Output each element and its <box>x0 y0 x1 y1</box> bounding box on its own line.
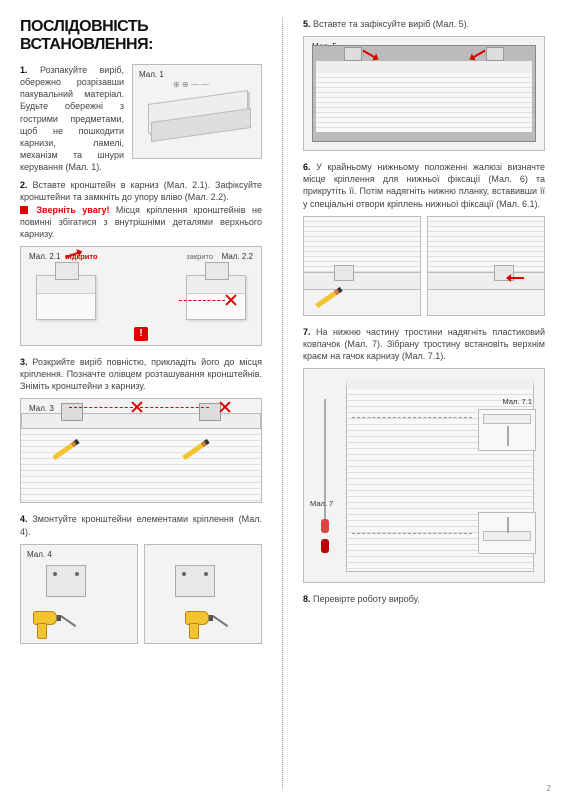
warning-icon <box>20 206 28 214</box>
blinds-illustration <box>316 61 532 132</box>
step-4-text: 4. Змонтуйте кронштейни елементами кріпл… <box>20 513 262 537</box>
figure-4-right <box>144 544 262 644</box>
step-4-num: 4. <box>20 514 28 524</box>
figure-6: Мал. 6 Мал. 6.1 <box>303 216 545 316</box>
figure-3: Мал. 3 <box>20 398 262 503</box>
figure-5: Мал. 5 <box>303 36 545 151</box>
step-1-num: 1. <box>20 65 28 75</box>
step-4-body: Змонтуйте кронштейни елементами кріпленн… <box>20 514 262 536</box>
x-mark-icon <box>219 401 231 413</box>
step-6-body: У крайньому нижньому положенні жалюзі ви… <box>303 162 545 208</box>
step-3-num: 3. <box>20 357 28 367</box>
left-column: ПОСЛІДОВНІСТЬ ВСТАНОВЛЕННЯ: 1. Розпакуйт… <box>20 18 262 789</box>
drill-icon <box>33 611 67 641</box>
screws-icon: ⊕ ⊕ — — <box>173 80 209 89</box>
figure-4-label: Мал. 4 <box>25 549 54 560</box>
figure-1: Мал. 1 ⊕ ⊕ — — <box>132 64 262 159</box>
step-8-body: Перевірте роботу виробу. <box>313 594 420 604</box>
step-7-num: 7. <box>303 327 311 337</box>
figure-1-label: Мал. 1 <box>137 69 166 80</box>
wand-cap-icon <box>321 519 329 533</box>
bracket-illustration <box>46 565 86 597</box>
step-6-num: 6. <box>303 162 311 172</box>
step-5-num: 5. <box>303 19 311 29</box>
pencil-icon <box>315 287 342 308</box>
bracket-left <box>61 403 83 421</box>
step-3-text: 3. Розкрийте виріб повністю, прикладіть … <box>20 356 262 392</box>
page-number: 2 <box>547 784 551 793</box>
bracket-icon <box>344 47 362 61</box>
step-1: 1. Розпакуйте виріб, обережно розрізавши… <box>20 64 262 179</box>
step-5-body: Вставте та зафіксуйте виріб (Мал. 5). <box>313 19 469 29</box>
step-3-body: Розкрийте виріб повністю, прикладіть йог… <box>20 357 262 391</box>
figure-4: Мал. 4 <box>20 544 262 644</box>
figure-2-2-label: Мал. 2.2 <box>220 251 255 262</box>
instruction-page: ПОСЛІДОВНІСТЬ ВСТАНОВЛЕННЯ: 1. Розпакуйт… <box>0 0 565 799</box>
step-2-num: 2. <box>20 180 28 190</box>
step-5-text: 5. Вставте та зафіксуйте виріб (Мал. 5). <box>303 18 545 30</box>
step-1-text: 1. Розпакуйте виріб, обережно розрізавши… <box>20 64 124 173</box>
label-closed: закрито <box>186 252 213 261</box>
bracket-open <box>36 275 96 320</box>
step-2-text: 2. Вставте кронштейн в карниз (Мал. 2.1)… <box>20 179 262 240</box>
figure-7: Мал. 7 Мал. 7.1 <box>303 368 545 583</box>
step-6-text: 6. У крайньому нижньому положенні жалюзі… <box>303 161 545 210</box>
column-divider <box>282 18 283 789</box>
page-title: ПОСЛІДОВНІСТЬ ВСТАНОВЛЕННЯ: <box>20 18 262 54</box>
bracket-right <box>199 403 221 421</box>
bracket-icon <box>486 47 504 61</box>
inset-7-1 <box>478 409 536 451</box>
figure-6-right: Мал. 6.1 <box>427 216 545 316</box>
figure-2-1-label: Мал. 2.1 <box>27 251 62 262</box>
headrail-illustration <box>21 413 261 429</box>
figure-7-label: Мал. 7 <box>310 499 333 508</box>
figure-7-1-label: Мал. 7.1 <box>503 397 532 406</box>
drill-icon <box>185 611 219 641</box>
step-2-warn-label: Зверніть увагу! <box>36 205 109 215</box>
step-7-text: 7. На нижню частину тростини надягніть п… <box>303 326 545 362</box>
step-7-body: На нижню частину тростини надягніть плас… <box>303 327 545 361</box>
bracket-illustration <box>175 565 215 597</box>
bracket-closed <box>186 275 246 320</box>
wand-cap-icon <box>321 539 329 553</box>
step-2-body: Вставте кронштейн в карниз (Мал. 2.1). З… <box>20 180 262 202</box>
figure-4-left: Мал. 4 <box>20 544 138 644</box>
right-column: 5. Вставте та зафіксуйте виріб (Мал. 5).… <box>303 18 545 789</box>
step-1-body: Розпакуйте виріб, обережно розрізавши па… <box>20 65 124 172</box>
exclamation-icon: ! <box>134 327 148 341</box>
step-8-num: 8. <box>303 594 311 604</box>
step-8-text: 8. Перевірте роботу виробу. <box>303 593 545 605</box>
inset-7-bottom <box>478 512 536 554</box>
figure-6-left: Мал. 6 <box>303 216 421 316</box>
figure-2: Мал. 2.1 Мал. 2.2 відкрито закрито ! <box>20 246 262 346</box>
blinds-illustration <box>21 429 261 502</box>
